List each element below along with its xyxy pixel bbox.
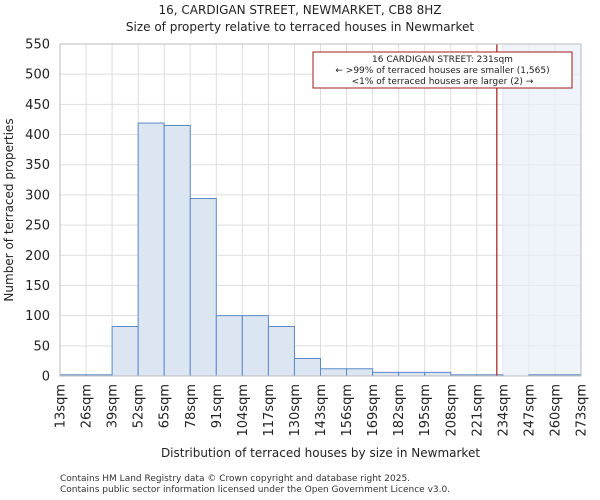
footer-copyright: Contains HM Land Registry data © Crown c… [60,474,411,484]
bar-143sqm [320,368,348,377]
y-tick-label: 200 [25,249,50,264]
bar-156sqm [346,368,374,377]
y-axis-label: Number of terraced properties [2,118,16,301]
y-tick-label: 300 [25,188,50,203]
y-tick-label: 100 [25,309,50,324]
x-tick-label: 78sqm [184,384,199,428]
marker-highlight-region [501,44,581,376]
marker-annotation: 16 CARDIGAN STREET: 231sqm ← >99% of ter… [312,51,573,89]
x-axis-label: Distribution of terraced houses by size … [161,446,480,460]
x-tick-label: 260sqm [548,384,563,437]
bar-104sqm [241,315,269,377]
x-tick-label: 104sqm [236,384,251,437]
y-tick-label: 400 [25,128,50,143]
bar-182sqm [398,371,426,377]
y-tick-label: 350 [25,158,50,173]
x-tick-label: 91sqm [210,384,225,428]
x-tick-label: 208sqm [444,384,459,437]
y-tick-label: 550 [25,38,50,53]
bar-52sqm [137,122,165,377]
bar-78sqm [189,198,217,377]
x-tick-label: 39sqm [106,384,121,428]
x-tick-label: 65sqm [158,384,173,428]
annotation-line-2: ← >99% of terraced houses are smaller (1… [335,66,549,76]
footer-licence: Contains public sector information licen… [60,485,451,495]
bar-130sqm [293,357,322,377]
bar-195sqm [424,371,452,377]
x-tick-label: 52sqm [132,384,147,428]
chart-subtitle: Size of property relative to terraced ho… [125,20,475,34]
bar-65sqm [163,124,191,377]
x-tick-label: 234sqm [496,384,511,437]
x-tick-label: 195sqm [418,384,433,437]
annotation-line-3: <1% of terraced houses are larger (2) → [352,77,534,87]
x-tick-label: 156sqm [340,384,355,437]
x-tick-label: 26sqm [80,384,95,428]
bar-39sqm [111,326,139,377]
x-tick-label: 13sqm [54,384,69,428]
y-tick-label: 150 [25,279,50,294]
plot-frame [59,43,582,377]
x-tick-label: 273sqm [575,384,590,437]
bar-169sqm [372,371,400,377]
y-tick-label: 250 [25,219,50,234]
annotation-line-1: 16 CARDIGAN STREET: 231sqm [372,55,513,65]
x-tick-label: 247sqm [522,384,537,437]
x-axis-ticks: 13sqm 26sqm 39sqm 52sqm 65sqm 78sqm 91sqm 104sq… [54,384,590,437]
y-tick-label: 450 [25,98,50,113]
histogram-chart: 0 50 100 150 200 250 300 350 400 450 500 550 13sqm 2… [2,38,590,461]
bars [59,122,582,377]
x-tick-label: 117sqm [262,384,277,437]
x-tick-label: 130sqm [288,384,303,437]
x-tick-label: 182sqm [392,384,407,437]
chart-title: 16, CARDIGAN STREET, NEWMARKET, CB8 8HZ [158,3,442,17]
annotation-box [312,51,573,89]
y-tick-label: 50 [33,339,50,354]
x-tick-label: 143sqm [314,384,329,437]
y-tick-label: 500 [25,68,50,83]
bar-117sqm [267,326,295,377]
x-tick-label: 221sqm [470,384,485,437]
y-axis-ticks: 0 50 100 150 200 250 300 350 400 450 500 550 [25,38,50,385]
x-tick-label: 169sqm [366,384,381,437]
y-tick-label: 0 [42,370,50,385]
bar-91sqm [215,315,243,377]
